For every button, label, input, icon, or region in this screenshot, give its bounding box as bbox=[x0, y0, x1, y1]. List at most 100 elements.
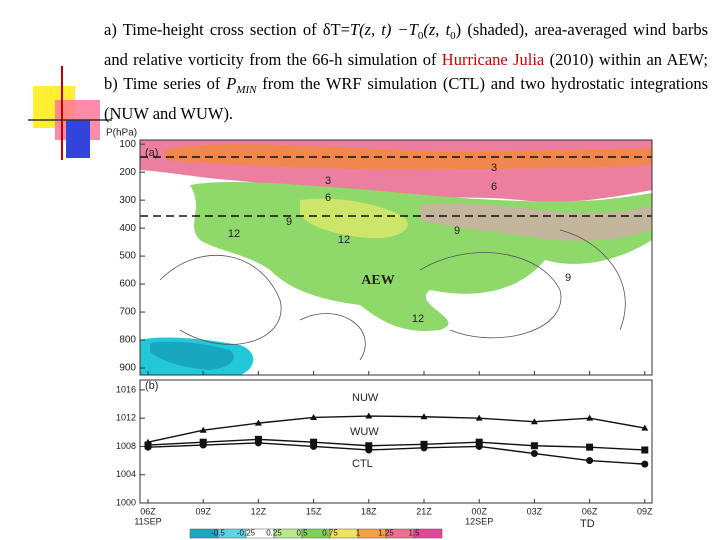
y-tick-label: 800 bbox=[119, 335, 136, 346]
y-tick-label: 300 bbox=[119, 195, 136, 206]
contour-label: 12 bbox=[228, 228, 240, 240]
caption-highlight: Hurricane Julia bbox=[441, 50, 545, 69]
marker bbox=[310, 442, 318, 450]
marker bbox=[365, 412, 373, 419]
x-date-label: 12SEP bbox=[465, 516, 493, 526]
shading bbox=[140, 140, 652, 375]
series-label: WUW bbox=[350, 426, 379, 438]
contour-label: 9 bbox=[286, 216, 292, 228]
contour-label: 12 bbox=[338, 234, 350, 246]
marker bbox=[144, 443, 152, 451]
contour-label: 9 bbox=[454, 225, 460, 237]
x-tick-label: 21Z bbox=[416, 506, 432, 516]
marker bbox=[199, 426, 207, 433]
dark-cyan-region bbox=[150, 341, 234, 370]
x-tick-label: 06Z bbox=[140, 506, 156, 516]
x-tick-label: 09Z bbox=[195, 506, 211, 516]
marker bbox=[530, 418, 538, 425]
marker bbox=[254, 419, 262, 426]
y-tick-label: 1008 bbox=[116, 441, 136, 451]
marker bbox=[420, 444, 428, 452]
caption-text: 0 bbox=[417, 30, 424, 42]
marker bbox=[530, 442, 538, 450]
axis-note: TD bbox=[580, 518, 595, 530]
caption-text: T(z, t) −T bbox=[349, 20, 418, 39]
marker bbox=[365, 446, 373, 454]
x-tick-label: 00Z bbox=[471, 506, 487, 516]
y-tick-label: 200 bbox=[119, 167, 136, 178]
marker bbox=[586, 457, 594, 465]
marker bbox=[641, 424, 649, 431]
x-tick-label: 09Z bbox=[637, 506, 653, 516]
colorbar-tick-label: -0.25 bbox=[237, 529, 256, 538]
marker bbox=[475, 438, 483, 446]
y-tick-label: 600 bbox=[119, 279, 136, 290]
colorbar-tick-label: 1.25 bbox=[378, 529, 394, 538]
y-tick-label: 1000 bbox=[116, 497, 136, 507]
x-date-label: 11SEP bbox=[134, 516, 161, 526]
x-tick-label: 06Z bbox=[582, 506, 598, 516]
series-line bbox=[147, 442, 645, 465]
y-tick-label: 1012 bbox=[116, 413, 136, 423]
y-tick-label: 100 bbox=[119, 139, 136, 150]
caption-text: P bbox=[226, 74, 237, 93]
caption-text: (2010) within an AEW; b) Time series of bbox=[104, 50, 708, 93]
series-label: NUW bbox=[352, 392, 379, 404]
series-line bbox=[147, 438, 645, 451]
marker bbox=[365, 442, 373, 450]
marker bbox=[199, 441, 207, 449]
caption-text: a) Time-height cross section of δT= bbox=[104, 20, 350, 39]
contour bbox=[419, 252, 562, 339]
y-tick-label: 500 bbox=[119, 251, 136, 262]
x-tick-label: 18Z bbox=[361, 506, 377, 516]
marker bbox=[310, 438, 318, 446]
marker bbox=[586, 414, 594, 421]
marker bbox=[475, 414, 483, 421]
panel-label: (a) bbox=[145, 147, 158, 159]
panel-a-frame bbox=[139, 139, 653, 376]
annotation: AEW bbox=[361, 273, 394, 288]
colorbar-tick-label: 1.5 bbox=[408, 529, 420, 538]
y-axis-label: P(hPa) bbox=[106, 128, 137, 139]
marker bbox=[586, 443, 594, 451]
panel-b-frame bbox=[139, 379, 653, 504]
blue-square bbox=[66, 120, 90, 158]
decoration bbox=[28, 66, 112, 160]
colorbar-box bbox=[413, 528, 443, 539]
marker bbox=[641, 460, 649, 468]
caption: a) Time-height cross section of δT=T(z, … bbox=[104, 18, 708, 126]
contour bbox=[559, 229, 626, 331]
contour-label: 6 bbox=[491, 181, 497, 193]
marker bbox=[420, 413, 428, 420]
y-tick-label: 1004 bbox=[116, 469, 136, 479]
colorbar-tick-label: 0.75 bbox=[322, 529, 338, 538]
contour-label: 3 bbox=[325, 175, 331, 187]
pink-region bbox=[420, 203, 652, 241]
x-tick-label: 15Z bbox=[306, 506, 322, 516]
colorbar-tick-label: 1 bbox=[356, 529, 361, 538]
colorbar-tick-label: 0.5 bbox=[296, 529, 308, 538]
caption-text: ) (shaded), area-averaged wind barbs and… bbox=[104, 20, 708, 69]
colorbar-tick-label: 0.25 bbox=[266, 529, 282, 538]
contour-label: 3 bbox=[491, 162, 497, 174]
panel-label: (b) bbox=[145, 380, 158, 392]
marker bbox=[530, 450, 538, 458]
marker bbox=[254, 435, 262, 443]
caption-text: (z, t bbox=[423, 20, 451, 39]
series-line bbox=[147, 415, 645, 443]
series-label: CTL bbox=[352, 458, 373, 470]
marker bbox=[641, 446, 649, 454]
y-tick-label: 700 bbox=[119, 307, 136, 318]
x-tick-label: 03Z bbox=[527, 506, 543, 516]
contour bbox=[159, 254, 282, 345]
colorbar-tick-label: -0.5 bbox=[211, 529, 225, 538]
caption-text: from the WRF simulation (CTL) and two hy… bbox=[104, 74, 709, 123]
contour bbox=[299, 313, 366, 361]
y-tick-label: 400 bbox=[119, 223, 136, 234]
x-tick-label: 12Z bbox=[251, 506, 267, 516]
caption-text: 0 bbox=[450, 30, 456, 42]
caption-text: MIN bbox=[236, 84, 257, 96]
y-tick-label: 900 bbox=[119, 363, 136, 374]
